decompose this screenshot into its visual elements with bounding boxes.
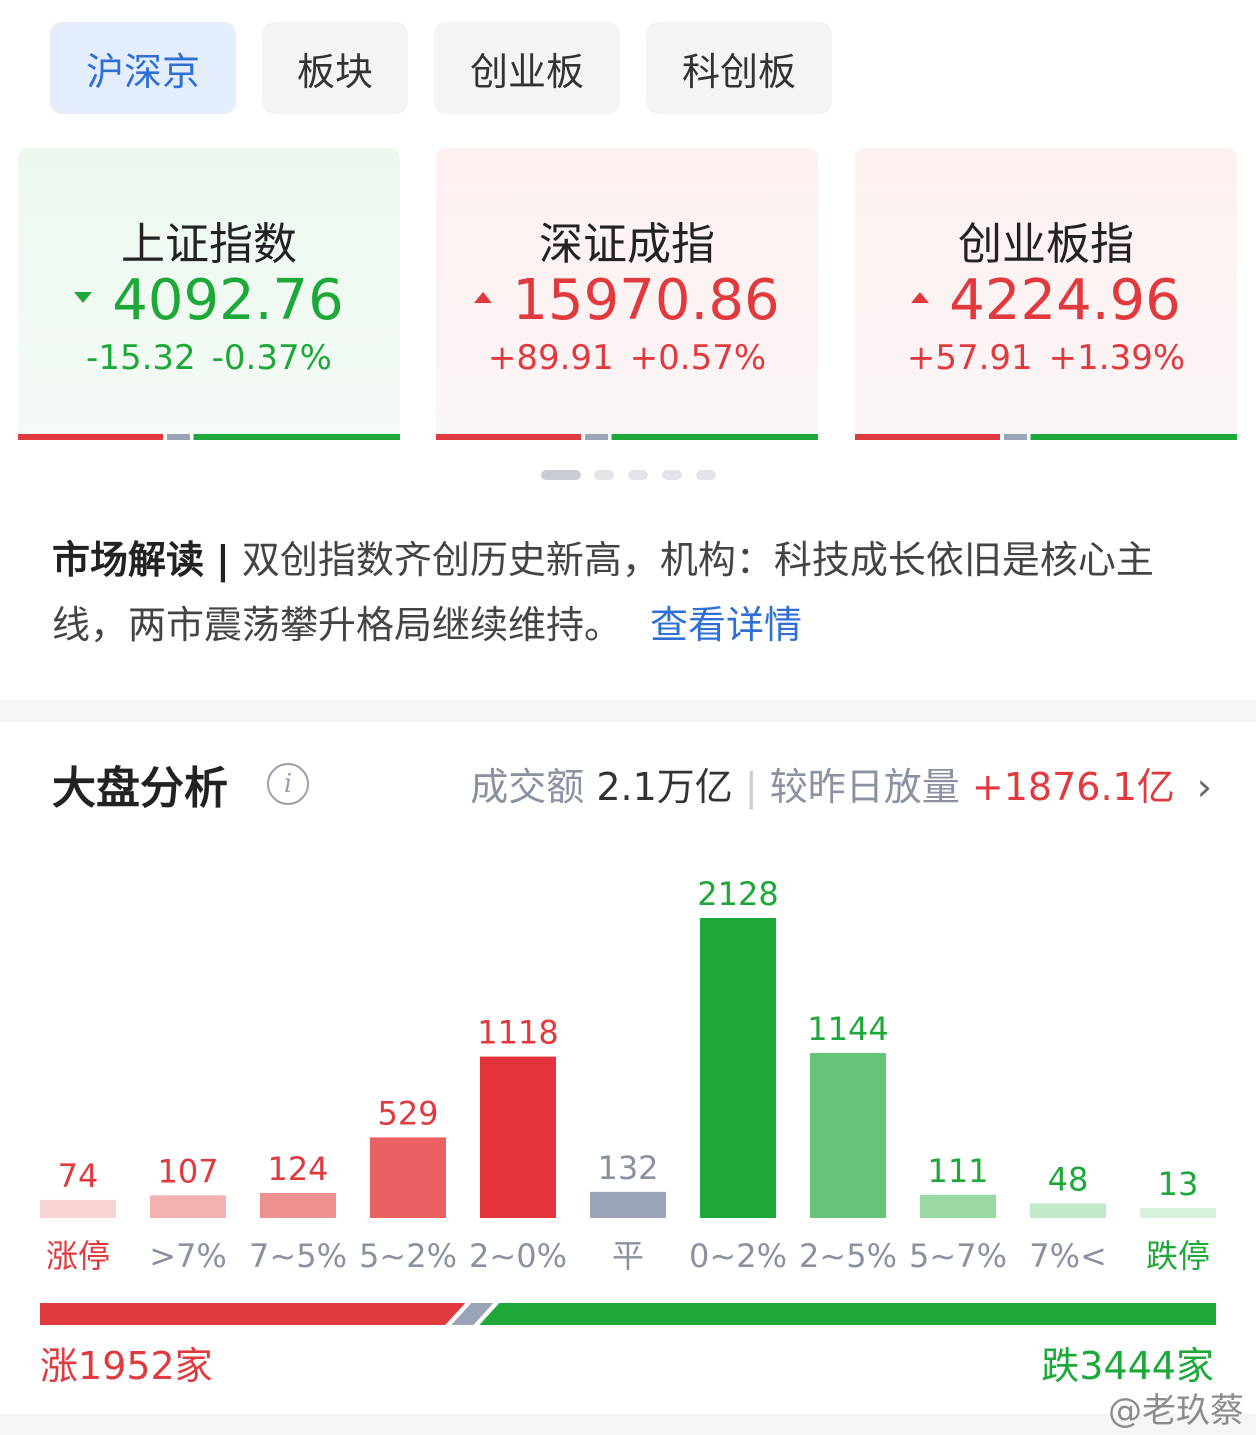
category-label: 7~5% bbox=[249, 1237, 347, 1275]
index-value-row: 15970.86 bbox=[436, 268, 818, 333]
index-breadth-bar bbox=[18, 434, 400, 440]
index-change: +57.91 bbox=[906, 338, 1033, 378]
index-value: 4224.96 bbox=[949, 268, 1181, 333]
value-label: 13 bbox=[1158, 1165, 1199, 1203]
index-name: 深证成指 bbox=[539, 219, 715, 270]
index-value: 15970.86 bbox=[512, 268, 780, 333]
value-label: 48 bbox=[1048, 1160, 1089, 1198]
bar bbox=[920, 1194, 996, 1218]
bar bbox=[1030, 1203, 1106, 1218]
value-label: 529 bbox=[377, 1094, 438, 1132]
index-change-row: +57.91 +1.39% bbox=[855, 338, 1237, 378]
divider bbox=[0, 1414, 1256, 1435]
index-breadth-bar bbox=[436, 434, 818, 440]
index-change-row: +89.91 +0.57% bbox=[436, 338, 818, 378]
category-label: 涨停 bbox=[46, 1237, 110, 1275]
commentary-text: 双创指数齐创历史新高，机构：科技成长依旧是核心主线，两市震荡攀升格局继续维持。 bbox=[52, 538, 1154, 647]
compare-label: 较昨日放量 bbox=[769, 765, 960, 809]
index-change-row: -15.32 -0.37% bbox=[18, 338, 400, 378]
bar bbox=[480, 1056, 556, 1218]
category-label: 跌停 bbox=[1146, 1237, 1210, 1275]
index-card[interactable]: 上证指数 4092.76 -15.32 -0.37% bbox=[18, 148, 400, 440]
index-name: 上证指数 bbox=[121, 219, 297, 270]
value-label: 1118 bbox=[477, 1014, 558, 1052]
value-label: 111 bbox=[927, 1152, 988, 1190]
category-label: 7%< bbox=[1029, 1237, 1107, 1275]
page-dot bbox=[541, 470, 581, 480]
turnover-info[interactable]: 成交额 2.1万亿 | 较昨日放量 +1876.1亿 › bbox=[470, 756, 1212, 811]
bar bbox=[40, 1199, 116, 1218]
value-label: 124 bbox=[267, 1150, 328, 1188]
index-name: 创业板指 bbox=[958, 219, 1134, 270]
page-dot bbox=[696, 470, 716, 480]
fall-count: 跌3444家 bbox=[1041, 1344, 1214, 1388]
tab[interactable]: 科创板 bbox=[646, 22, 832, 114]
page-dot bbox=[594, 470, 614, 480]
value-label: 74 bbox=[58, 1157, 99, 1195]
fall-unit: 家 bbox=[1176, 1344, 1214, 1388]
index-percent: +0.57% bbox=[629, 338, 767, 378]
index-card[interactable]: 深证成指 15970.86 +89.91 +0.57% bbox=[436, 148, 818, 440]
tab[interactable]: 创业板 bbox=[434, 22, 620, 114]
tab[interactable]: 板块 bbox=[262, 22, 408, 114]
bar bbox=[1140, 1208, 1216, 1218]
category-label: 平 bbox=[612, 1237, 644, 1275]
bar bbox=[260, 1192, 336, 1218]
separator: | bbox=[216, 538, 230, 582]
rise-bar bbox=[40, 1303, 466, 1325]
bar bbox=[150, 1195, 226, 1218]
turnover-value: 2.1万亿 bbox=[596, 765, 733, 809]
value-label: 2128 bbox=[697, 875, 778, 913]
index-change: +89.91 bbox=[487, 338, 614, 378]
category-label: 5~7% bbox=[909, 1237, 1007, 1275]
page-dot bbox=[628, 470, 648, 480]
index-card[interactable]: 创业板指 4224.96 +57.91 +1.39% bbox=[855, 148, 1237, 440]
separator: | bbox=[744, 765, 758, 809]
chevron: › bbox=[1196, 765, 1212, 809]
commentary: 市场解读 | 双创指数齐创历史新高，机构：科技成长依旧是核心主线，两市震荡攀升格局继… bbox=[52, 528, 1212, 658]
direction-arrow bbox=[911, 292, 930, 304]
bar bbox=[590, 1191, 666, 1218]
index-breadth-bar bbox=[855, 434, 1237, 440]
index-change: -15.32 bbox=[86, 338, 196, 378]
divider bbox=[0, 700, 1256, 722]
direction-arrow bbox=[74, 292, 93, 304]
category-label: 2~0% bbox=[469, 1237, 567, 1275]
chart: 74 涨停 107 >7% 124 7~5% 529 5~2% 1118 2~0% 132 平 2128… bbox=[40, 875, 1216, 1388]
compare-value: +1876.1亿 bbox=[971, 765, 1175, 809]
direction-arrow bbox=[474, 292, 493, 304]
detail-link[interactable]: 查看详情 bbox=[650, 603, 803, 647]
index-percent: +1.39% bbox=[1048, 338, 1186, 378]
index-percent: -0.37% bbox=[211, 338, 332, 378]
index-value: 4092.76 bbox=[112, 268, 344, 333]
category-label: >7% bbox=[149, 1237, 227, 1275]
info-icon[interactable]: i bbox=[267, 763, 309, 805]
category-label: 5~2% bbox=[359, 1237, 457, 1275]
section-title: 大盘分析 bbox=[52, 763, 228, 814]
bar bbox=[810, 1053, 886, 1218]
fall-count: 3444 bbox=[1079, 1344, 1176, 1388]
tab[interactable]: 沪深京 bbox=[50, 22, 236, 114]
index-value-row: 4224.96 bbox=[855, 268, 1237, 333]
watermark: @老玖蔡 bbox=[1108, 1391, 1244, 1431]
fall-label: 跌 bbox=[1041, 1344, 1079, 1388]
index-value-row: 4092.76 bbox=[18, 268, 400, 333]
bar bbox=[700, 918, 776, 1218]
fall-bar bbox=[479, 1303, 1216, 1325]
rise-unit: 家 bbox=[175, 1344, 213, 1388]
page-dot bbox=[662, 470, 682, 480]
bar bbox=[370, 1137, 446, 1218]
rise-count: 涨1952家 bbox=[40, 1344, 213, 1388]
rise-count: 1952 bbox=[78, 1344, 175, 1388]
value-label: 132 bbox=[597, 1149, 658, 1187]
value-label: 107 bbox=[157, 1152, 218, 1190]
rise-label: 涨 bbox=[40, 1344, 78, 1388]
category-label: 0~2% bbox=[689, 1237, 787, 1275]
value-label: 1144 bbox=[807, 1010, 888, 1048]
category-label: 2~5% bbox=[799, 1237, 897, 1275]
turnover-label: 成交额 bbox=[470, 765, 585, 809]
flat-bar bbox=[451, 1303, 494, 1325]
commentary-label: 市场解读 bbox=[52, 538, 205, 582]
